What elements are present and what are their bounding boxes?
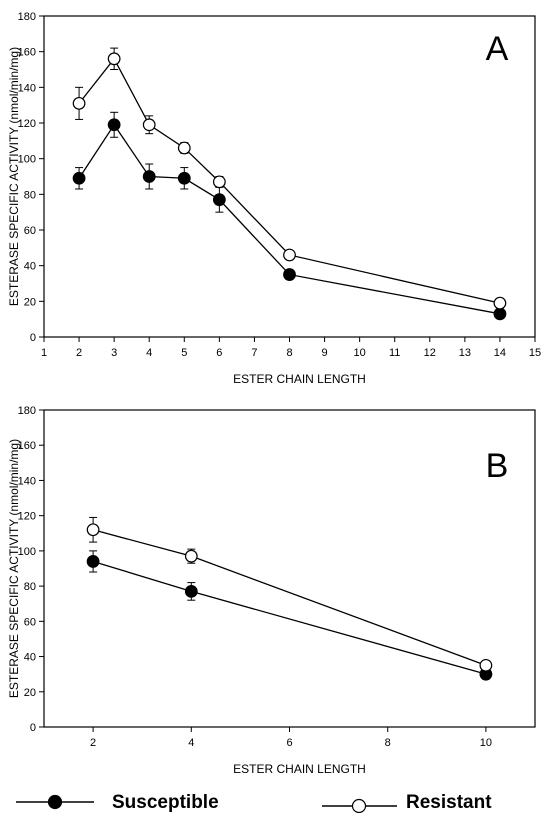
data-point-resistant xyxy=(283,248,296,262)
legend: Susceptible Resistant xyxy=(16,792,492,813)
chart-panel-b: B 0 20 40 60 80 100 120 140 160 180 2 4 6 8 10 ESTER CH… xyxy=(7,405,536,776)
series-susceptible xyxy=(86,550,493,681)
series-line-susceptible xyxy=(78,123,501,315)
series-line-resistant xyxy=(92,529,487,666)
data-point-resistant xyxy=(86,523,100,537)
y-tick-label: 140 xyxy=(18,82,36,94)
x-tick-label: 9 xyxy=(322,347,328,359)
x-tick-label: 13 xyxy=(459,347,471,359)
panel-label-b: B xyxy=(486,447,509,485)
series-resistant xyxy=(72,47,507,310)
y-tick-label: 120 xyxy=(18,511,36,523)
x-tick-label: 5 xyxy=(181,347,187,359)
data-point-resistant xyxy=(479,658,493,672)
data-point-susceptible xyxy=(493,307,507,321)
series-susceptible xyxy=(72,111,507,321)
y-tick-label: 20 xyxy=(24,296,36,308)
x-tick-label: 15 xyxy=(529,347,541,359)
legend-item-resistant: Resistant xyxy=(322,792,492,813)
data-point-susceptible xyxy=(283,268,296,281)
data-point-susceptible xyxy=(177,171,191,185)
y-tick-label: 120 xyxy=(18,118,36,130)
y-tick-label: 80 xyxy=(24,189,36,201)
x-tick-label: 8 xyxy=(286,347,292,359)
y-tick-label: 20 xyxy=(24,687,36,699)
x-tick-label: 10 xyxy=(354,347,366,359)
x-axis-label: ESTER CHAIN LENGTH xyxy=(233,762,366,776)
series-line-susceptible xyxy=(92,560,487,675)
data-point-susceptible xyxy=(184,584,198,598)
legend-marker-resistant xyxy=(351,798,367,813)
legend-label-resistant: Resistant xyxy=(406,792,492,813)
x-tick-label: 6 xyxy=(286,737,292,749)
y-tick-label: 100 xyxy=(18,154,36,166)
x-tick-label: 3 xyxy=(111,347,117,359)
panel-label-a: A xyxy=(486,30,509,68)
x-tick-label: 1 xyxy=(41,347,47,359)
y-tick-label: 0 xyxy=(30,722,36,734)
data-point-resistant xyxy=(212,175,226,189)
y-tick-label: 180 xyxy=(18,405,36,417)
y-tick-label: 160 xyxy=(18,47,36,59)
y-tick-label: 40 xyxy=(24,652,36,664)
x-tick-label: 2 xyxy=(90,737,96,749)
data-point-resistant xyxy=(142,118,156,132)
data-point-resistant xyxy=(107,52,121,66)
y-tick-label: 160 xyxy=(18,440,36,452)
y-tick-label: 0 xyxy=(30,332,36,344)
data-point-susceptible xyxy=(72,171,86,185)
legend-marker-susceptible xyxy=(47,794,63,810)
x-tick-label: 6 xyxy=(216,347,222,359)
y-tick-label: 60 xyxy=(24,225,36,237)
y-tick-label: 40 xyxy=(24,261,36,273)
x-axis-label: ESTER CHAIN LENGTH xyxy=(233,372,366,386)
x-tick-label: 4 xyxy=(146,347,152,359)
data-point-susceptible xyxy=(107,118,121,132)
y-tick-label: 140 xyxy=(18,475,36,487)
legend-item-susceptible: Susceptible xyxy=(16,792,219,813)
data-point-resistant xyxy=(72,96,86,110)
data-point-resistant xyxy=(184,549,198,563)
x-tick-label: 10 xyxy=(480,737,492,749)
y-tick-label: 180 xyxy=(18,11,36,23)
series-resistant xyxy=(86,516,493,672)
data-point-resistant xyxy=(493,296,507,310)
x-tick-label: 2 xyxy=(76,347,82,359)
data-point-susceptible xyxy=(142,170,156,183)
legend-label-susceptible: Susceptible xyxy=(112,792,219,813)
data-point-susceptible xyxy=(86,555,100,568)
x-tick-label: 12 xyxy=(424,347,436,359)
y-tick-label: 60 xyxy=(24,616,36,628)
y-tick-label: 80 xyxy=(24,581,36,593)
x-tick-label: 4 xyxy=(188,737,194,749)
x-tick-label: 11 xyxy=(389,347,400,359)
y-tick-label: 100 xyxy=(18,546,36,558)
x-tick-label: 14 xyxy=(494,347,506,359)
y-axis-label: ESTERASE SPECIFIC ACTIVITY (nmol/min/mg) xyxy=(7,47,21,306)
y-axis-label: ESTERASE SPECIFIC ACTIVITY (nmol/min/mg) xyxy=(7,439,21,698)
data-point-susceptible xyxy=(212,193,226,207)
x-tick-label: 7 xyxy=(251,347,257,359)
series-line-resistant xyxy=(78,57,501,304)
x-tick-label: 8 xyxy=(385,737,391,749)
data-point-resistant xyxy=(177,141,191,155)
